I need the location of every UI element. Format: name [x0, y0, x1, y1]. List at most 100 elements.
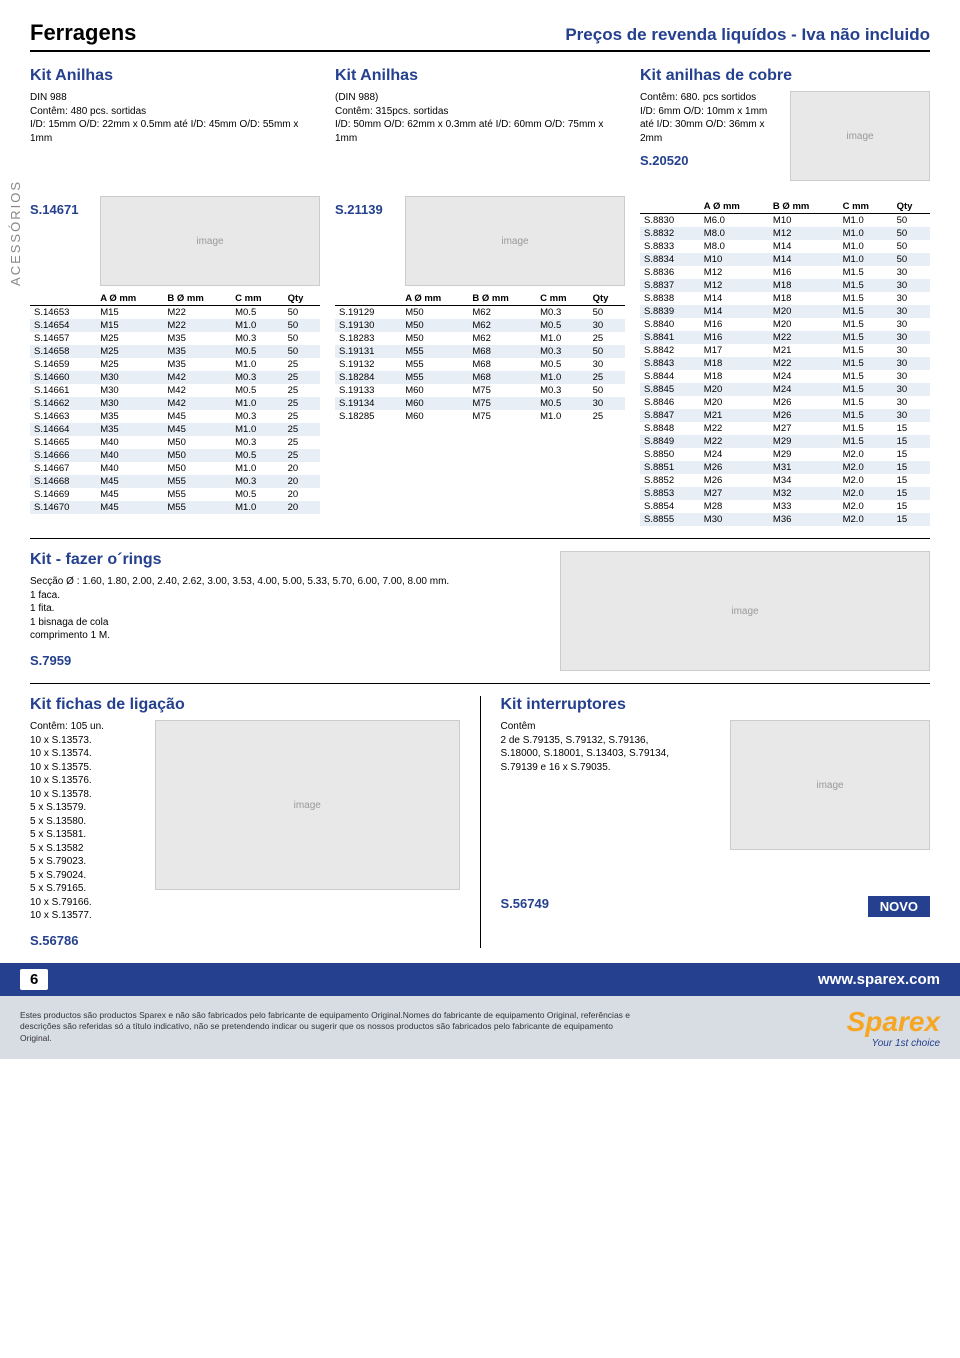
- list-item: 10 x S.13578.: [30, 788, 140, 802]
- table-row: S.14659M25M35M1.025: [30, 358, 320, 371]
- page-subtitle: Preços de revenda liquídos - Iva não inc…: [565, 25, 930, 45]
- kit3-title: Kit anilhas de cobre: [640, 67, 930, 85]
- orings-desc: Secção Ø : 1.60, 1.80, 2.00, 2.40, 2.62,…: [30, 575, 540, 643]
- kit3-desc: Contêm: 680. pcs sortidos I/D: 6mm O/D: …: [640, 91, 780, 145]
- col-header: A Ø mm: [401, 292, 468, 306]
- col-header: A Ø mm: [700, 200, 769, 214]
- kit-anilhas-cobre: Kit anilhas de cobre Contêm: 680. pcs so…: [640, 67, 930, 181]
- table-row: S.19129M50M62M0.350: [335, 306, 625, 320]
- kit-orings: Kit - fazer o´rings Secção Ø : 1.60, 1.8…: [30, 551, 930, 671]
- list-item: 5 x S.79023.: [30, 855, 140, 869]
- interruptores-title: Kit interruptores: [501, 696, 931, 714]
- col-header: [30, 292, 96, 306]
- sparex-tagline: Your 1st choice: [847, 1038, 940, 1049]
- table-row: S.8852M26M34M2.015: [640, 474, 930, 487]
- table-row: S.8833M8.0M14M1.050: [640, 240, 930, 253]
- fichas-items: 10 x S.13573.10 x S.13574.10 x S.13575.1…: [30, 734, 140, 923]
- list-item: 5 x S.13581.: [30, 828, 140, 842]
- col-header: A Ø mm: [96, 292, 163, 306]
- kit3-block: A Ø mmB Ø mmC mmQtyS.8830M6.0M10M1.050S.…: [640, 196, 930, 526]
- table-row: S.18283M50M62M1.025: [335, 332, 625, 345]
- col-header: [640, 200, 700, 214]
- table-row: S.14666M40M50M0.525: [30, 449, 320, 462]
- list-item: 5 x S.79024.: [30, 869, 140, 883]
- page-footer: 6 www.sparex.com Estes productos são pro…: [0, 963, 960, 1059]
- kit2-title: Kit Anilhas: [335, 67, 625, 85]
- table-row: S.8841M16M22M1.530: [640, 331, 930, 344]
- table-row: S.14667M40M50M1.020: [30, 462, 320, 475]
- table-row: S.8840M16M20M1.530: [640, 318, 930, 331]
- sparex-logo: Sparex: [847, 1006, 940, 1038]
- table-row: S.8830M6.0M10M1.050: [640, 214, 930, 228]
- kit1-block: S.14671 image A Ø mmB Ø mmC mmQtyS.14653…: [30, 196, 320, 526]
- table-row: S.19131M55M68M0.350: [335, 345, 625, 358]
- interruptores-image: image: [730, 720, 930, 850]
- kit-anilhas-1: Kit Anilhas DIN 988 Contêm: 480 pcs. sor…: [30, 67, 320, 181]
- table-row: S.8842M17M21M1.530: [640, 344, 930, 357]
- list-item: 10 x S.13574.: [30, 747, 140, 761]
- page-number: 6: [20, 969, 48, 990]
- footer-logo-block: Sparex Your 1st choice: [847, 1006, 940, 1049]
- table-row: S.14663M35M45M0.325: [30, 410, 320, 423]
- table-row: S.14664M35M45M1.025: [30, 423, 320, 436]
- table-row: S.14654M15M22M1.050: [30, 319, 320, 332]
- table-row: S.19130M50M62M0.530: [335, 319, 625, 332]
- table-row: S.18284M55M68M1.025: [335, 371, 625, 384]
- col-header: C mm: [839, 200, 893, 214]
- table-row: S.8848M22M27M1.515: [640, 422, 930, 435]
- col-header: B Ø mm: [163, 292, 231, 306]
- table-row: S.8839M14M20M1.530: [640, 305, 930, 318]
- kit3-table: A Ø mmB Ø mmC mmQtyS.8830M6.0M10M1.050S.…: [640, 200, 930, 526]
- kit2-block: S.21139 image A Ø mmB Ø mmC mmQtyS.19129…: [335, 196, 625, 526]
- table-row: S.8845M20M24M1.530: [640, 383, 930, 396]
- kit2-table: A Ø mmB Ø mmC mmQtyS.19129M50M62M0.350S.…: [335, 292, 625, 423]
- kit3-sku: S.20520: [640, 153, 780, 168]
- table-row: S.19132M55M68M0.530: [335, 358, 625, 371]
- col-header: C mm: [231, 292, 283, 306]
- table-row: S.8844M18M24M1.530: [640, 370, 930, 383]
- footer-disclaimer-text: Estes productos são productos Sparex e n…: [20, 1010, 640, 1043]
- fichas-title: Kit fichas de ligação: [30, 696, 460, 714]
- kit2-image: image: [405, 196, 625, 286]
- col-header: Qty: [284, 292, 320, 306]
- table-row: S.8851M26M31M2.015: [640, 461, 930, 474]
- table-row: S.19133M60M75M0.350: [335, 384, 625, 397]
- fichas-desc: Contêm: 105 un.: [30, 720, 140, 734]
- list-item: 10 x S.13575.: [30, 761, 140, 775]
- list-item: 10 x S.79166.: [30, 896, 140, 910]
- kit1-title: Kit Anilhas: [30, 67, 320, 85]
- kit2-sku: S.21139: [335, 202, 395, 217]
- kit2-desc: (DIN 988) Contêm: 315pcs. sortidas I/D: …: [335, 91, 625, 145]
- table-row: S.14668M45M55M0.320: [30, 475, 320, 488]
- table-row: S.8834M10M14M1.050: [640, 253, 930, 266]
- page-title: Ferragens: [30, 20, 136, 46]
- table-row: S.14669M45M55M0.520: [30, 488, 320, 501]
- table-row: S.8854M28M33M2.015: [640, 500, 930, 513]
- interruptores-desc: Contêm 2 de S.79135, S.79132, S.79136, S…: [501, 720, 716, 842]
- table-row: S.14657M25M35M0.350: [30, 332, 320, 345]
- table-row: S.8832M8.0M12M1.050: [640, 227, 930, 240]
- kit1-image: image: [100, 196, 320, 286]
- table-row: S.8849M22M29M1.515: [640, 435, 930, 448]
- list-item: 5 x S.79165.: [30, 882, 140, 896]
- table-row: S.8846M20M26M1.530: [640, 396, 930, 409]
- table-row: S.8850M24M29M2.015: [640, 448, 930, 461]
- table-row: S.18285M60M75M1.025: [335, 410, 625, 423]
- table-row: S.8838M14M18M1.530: [640, 292, 930, 305]
- table-row: S.8836M12M16M1.530: [640, 266, 930, 279]
- interruptores-sku: S.56749: [501, 896, 549, 911]
- list-item: 5 x S.13579.: [30, 801, 140, 815]
- list-item: 5 x S.13580.: [30, 815, 140, 829]
- orings-sku: S.7959: [30, 653, 540, 668]
- table-row: S.14658M25M35M0.550: [30, 345, 320, 358]
- kit3-image: image: [790, 91, 930, 181]
- table-row: S.8853M27M32M2.015: [640, 487, 930, 500]
- col-header: [335, 292, 401, 306]
- table-row: S.19134M60M75M0.530: [335, 397, 625, 410]
- table-row: S.14653M15M22M0.550: [30, 306, 320, 320]
- col-header: B Ø mm: [468, 292, 536, 306]
- table-row: S.8847M21M26M1.530: [640, 409, 930, 422]
- col-header: B Ø mm: [769, 200, 839, 214]
- kit1-sku: S.14671: [30, 202, 90, 217]
- table-row: S.14662M30M42M1.025: [30, 397, 320, 410]
